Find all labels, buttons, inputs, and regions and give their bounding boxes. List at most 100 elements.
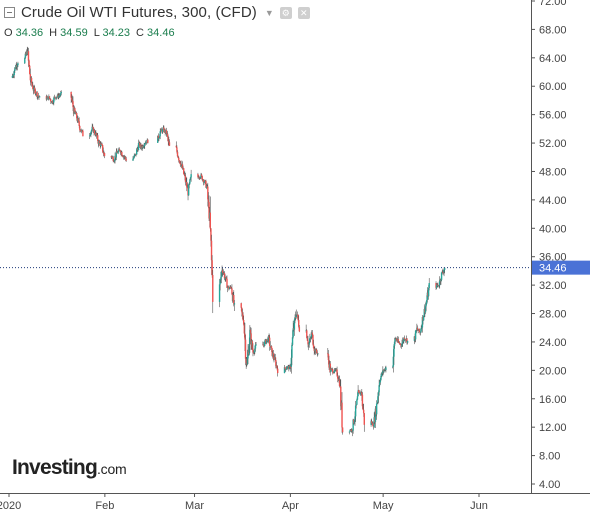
candle-up (17, 63, 19, 66)
candle-up (187, 184, 190, 196)
candle-up (203, 182, 205, 183)
candle-up (254, 344, 257, 349)
candle-down (242, 314, 244, 320)
candle-up (330, 368, 332, 372)
candle-down (395, 338, 398, 341)
candle-down (223, 272, 225, 274)
candle-up (379, 379, 382, 383)
candle-down (167, 137, 169, 142)
candle-down (179, 160, 181, 164)
candle-down (250, 333, 252, 345)
candle-down (297, 314, 299, 320)
candle-down (298, 326, 301, 332)
candle-down (307, 340, 309, 345)
gear-icon[interactable]: ⚙ (279, 6, 292, 19)
candle-down (176, 151, 179, 157)
candle-down (289, 365, 291, 367)
candle-up (378, 385, 380, 393)
candle-down (204, 180, 207, 182)
candle-up (392, 356, 395, 367)
candle-up (144, 143, 147, 144)
x-tick-label: Apr (282, 500, 299, 512)
logo-domain: .com (96, 461, 127, 477)
candle-up (393, 341, 396, 346)
candle-down (140, 144, 142, 148)
candle-down (49, 98, 51, 100)
candle-down (210, 228, 212, 241)
candle-up (233, 303, 236, 305)
candle-down (92, 126, 94, 128)
candle-down (341, 427, 344, 433)
candle-down (168, 141, 170, 143)
candle-up (55, 97, 58, 99)
candle-down (37, 95, 40, 97)
candle-up (356, 399, 358, 405)
candle-up (60, 91, 62, 94)
candle-down (27, 51, 30, 61)
candle-up (254, 348, 256, 353)
open-label: O (4, 27, 13, 39)
candle-down (241, 307, 243, 313)
candle-up (143, 145, 145, 147)
collapse-legend-icon[interactable] (4, 7, 15, 18)
candle-down (183, 173, 186, 176)
candle-up (158, 137, 160, 140)
candle-down (398, 342, 401, 344)
close-icon[interactable]: ✕ (297, 6, 310, 19)
candle-down (212, 275, 214, 302)
candle-down (71, 97, 73, 100)
candle-down (416, 327, 419, 330)
candle-down (71, 99, 74, 102)
candle-up (265, 340, 268, 344)
candle-up (355, 404, 357, 406)
candle-down (436, 284, 438, 286)
current-price-tag (532, 260, 590, 275)
candle-up (419, 331, 422, 333)
candle-up (24, 57, 26, 64)
candle-down (361, 394, 364, 407)
candle-down (315, 349, 318, 353)
y-tick-label: 16.00 (539, 394, 567, 406)
candle-down (241, 312, 244, 315)
candle-up (255, 344, 257, 346)
candle-up (219, 279, 221, 285)
candle-up (15, 65, 17, 69)
candle-up (377, 392, 380, 397)
candle-up (406, 340, 409, 343)
candle-down (294, 317, 297, 318)
candle-up (393, 345, 395, 357)
candle-up (132, 158, 134, 161)
candle-down (228, 286, 230, 290)
candle-down (372, 422, 374, 427)
y-tick-label: 8.00 (539, 451, 560, 463)
close-label: C (136, 27, 144, 39)
candle-up (132, 157, 135, 159)
high-value: 34.59 (60, 27, 88, 39)
candle-up (158, 136, 161, 138)
candle-down (274, 357, 276, 360)
low-value: 34.23 (102, 27, 131, 39)
candle-up (285, 368, 288, 370)
chevron-down-icon[interactable]: ▼ (264, 7, 274, 18)
candle-down (311, 332, 314, 335)
open-value: 34.36 (15, 27, 44, 39)
candle-down (231, 288, 233, 295)
candle-down (403, 337, 406, 340)
candle-up (286, 366, 289, 368)
candle-up (218, 284, 221, 302)
candle-up (189, 179, 191, 184)
candle-down (363, 413, 365, 425)
y-tick-label: 24.00 (539, 337, 567, 349)
candle-down (125, 158, 127, 161)
candle-up (427, 288, 430, 297)
candle-up (118, 149, 120, 152)
candle-up (264, 341, 266, 346)
candle-down (268, 337, 271, 346)
candle-up (16, 65, 19, 67)
candle-down (29, 74, 32, 81)
candle-up (308, 341, 310, 345)
current-price-label: 34.46 (539, 263, 567, 275)
candle-down (243, 324, 246, 334)
candle-up (12, 75, 14, 77)
